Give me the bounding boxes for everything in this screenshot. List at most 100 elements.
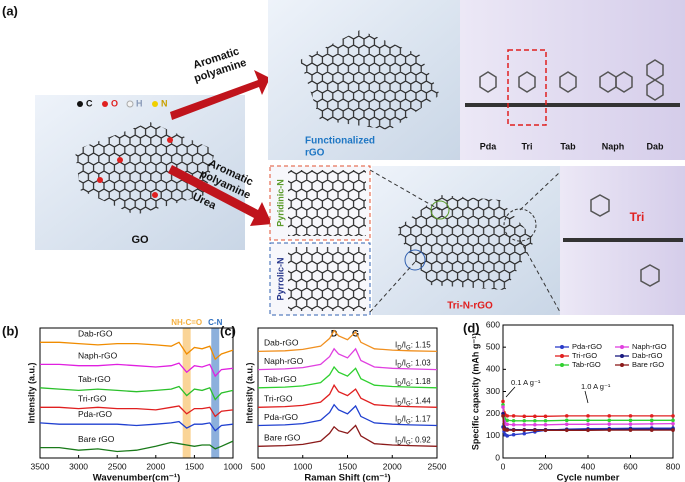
- go-sheet: [75, 122, 215, 215]
- series-line: [257, 329, 438, 353]
- molecule-label: Tab: [560, 141, 576, 151]
- marker: [505, 434, 510, 438]
- marker: [671, 428, 675, 432]
- atom: [97, 177, 103, 183]
- annotation: 0.1 A g⁻¹: [511, 378, 541, 387]
- ratio-part: :: [411, 415, 415, 424]
- marker: [501, 399, 505, 404]
- series-line: [40, 440, 234, 453]
- ratio-part: D: [397, 363, 402, 369]
- series-label: Tri-rGO: [78, 394, 107, 404]
- ratio-label: ID/IG: 1.15: [395, 341, 431, 351]
- y-axis-label: Intensity (a.u.): [244, 362, 254, 423]
- atom: [167, 137, 173, 143]
- marker: [522, 414, 527, 419]
- plot-frame: [39, 327, 234, 459]
- series-line: [39, 385, 234, 401]
- series-line: [257, 403, 438, 427]
- marker: [533, 428, 537, 433]
- marker: [522, 418, 527, 423]
- annotation: 1.0 A g⁻¹: [581, 382, 611, 391]
- marker: [649, 414, 654, 418]
- legend-label: O: [111, 98, 118, 108]
- x-tick-label: 2000: [383, 461, 402, 471]
- hex-detail: [288, 170, 366, 236]
- ratio-part: D: [397, 440, 402, 446]
- ratio-part: G: [406, 440, 411, 446]
- legend-marker: [560, 345, 564, 349]
- marker: [586, 418, 590, 423]
- marker: [533, 414, 537, 419]
- ratio-part: G: [406, 401, 411, 407]
- ratio-part: D: [397, 345, 402, 351]
- marker: [671, 414, 675, 418]
- y-tick-label: 400: [486, 364, 500, 374]
- series-line: [39, 420, 234, 432]
- marker: [543, 422, 548, 427]
- legend-marker: [620, 363, 624, 367]
- marker: [511, 422, 516, 427]
- sheet-edge: [563, 238, 683, 242]
- legend-marker: [560, 363, 564, 367]
- ratio-part: D: [397, 419, 402, 425]
- marker: [522, 428, 527, 433]
- legend-dot: [77, 101, 83, 107]
- series-line: [40, 341, 234, 361]
- marker: [522, 431, 527, 436]
- ratio-part: G: [406, 363, 411, 369]
- ratio-value: 0.92: [415, 435, 431, 444]
- legend-label: Naph-rGO: [632, 342, 667, 351]
- panel-label: (a): [2, 3, 18, 18]
- series-line: [257, 424, 438, 447]
- ratio-part: :: [411, 377, 415, 386]
- series-label: Tab-rGO: [264, 374, 297, 384]
- marker: [522, 422, 527, 427]
- molecule-label: Tri: [521, 141, 532, 151]
- marker: [607, 428, 612, 432]
- legend-marker: [620, 354, 624, 358]
- series-label: Bare rGO: [264, 433, 301, 443]
- series-label: Dab-rGO: [78, 329, 113, 339]
- marker: [607, 422, 612, 426]
- legend-label: H: [136, 98, 143, 108]
- series-line: [257, 383, 438, 408]
- band: [211, 328, 220, 458]
- highlight-circle: [404, 249, 426, 271]
- hex-detail: [288, 247, 366, 311]
- series-line: [40, 405, 234, 418]
- marker: [628, 418, 633, 423]
- series-label: Tri-rGO: [264, 394, 293, 404]
- arrow: [170, 70, 270, 120]
- ratio-part: :: [411, 359, 415, 368]
- marker: [501, 414, 505, 418]
- panel-label: (d): [463, 320, 480, 335]
- panel-a: (a) C O H N GO Aromatic polyamine Aromat…: [2, 0, 685, 316]
- legend-marker: [620, 345, 624, 349]
- marker: [649, 422, 654, 426]
- peak-label: D: [331, 328, 338, 338]
- rgo-sheet: [300, 30, 440, 130]
- x-axis-label: Cycle number: [557, 473, 620, 482]
- atom: [152, 192, 158, 198]
- legend-label: N: [161, 98, 168, 108]
- peak-label: G: [352, 328, 359, 338]
- marker: [533, 422, 537, 427]
- ratio-part: I: [395, 359, 397, 368]
- series-label: Bare rGO: [78, 434, 115, 444]
- marker: [511, 428, 516, 433]
- x-tick-label: 1000: [224, 461, 243, 471]
- marker: [533, 418, 537, 423]
- series-label: Naph-rGO: [264, 356, 304, 366]
- x-tick-label: 800: [666, 461, 680, 471]
- legend-dot: [102, 101, 108, 107]
- functionalized-label: Functionalized: [305, 136, 375, 147]
- marker: [543, 428, 548, 433]
- molecule-label: Dab: [646, 141, 664, 151]
- highlight-circle: [503, 208, 537, 242]
- highlight-box: [507, 49, 547, 126]
- ratio-part: /I: [402, 396, 406, 405]
- marker: [564, 414, 569, 418]
- legend-label: Dab-rGO: [632, 351, 663, 360]
- tri-n-sheet: [395, 195, 535, 290]
- marker: [671, 421, 675, 426]
